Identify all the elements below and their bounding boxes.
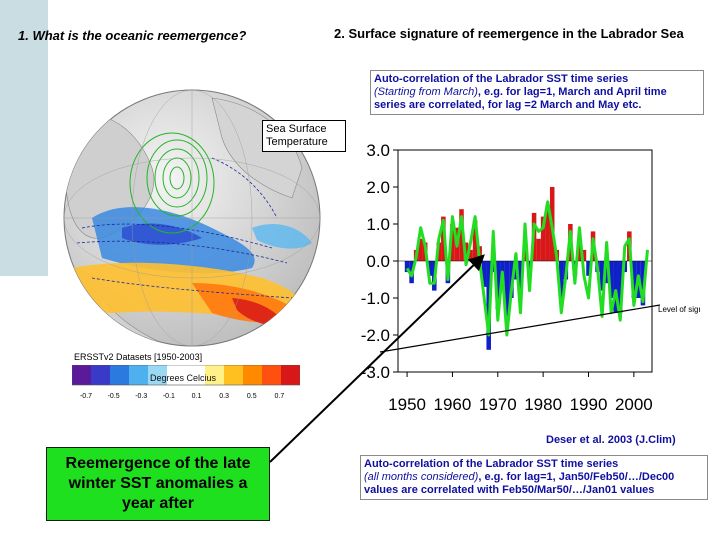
colorbar-legend: -0.7 -0.5 -0.3 -0.1 0.1 0.3 0.5 0.7 — [72, 365, 300, 400]
bottom-autocorrelation-caption: Auto-correlation of the Labrador SST tim… — [360, 455, 708, 500]
bar — [613, 261, 618, 313]
dataset-label: ERSSTv2 Datasets [1950-2003] — [74, 352, 203, 362]
colorbar-cells — [72, 365, 300, 385]
colorbar-tick-label: -0.1 — [163, 393, 175, 400]
bar — [518, 261, 523, 291]
bar — [577, 242, 582, 261]
colorbar-cell — [243, 365, 262, 385]
colorbar-tick-label: 0.7 — [275, 393, 285, 400]
y-tick-label: 3.0 — [366, 141, 390, 160]
bar — [459, 209, 464, 261]
bar — [586, 261, 591, 276]
colorbar-cell — [186, 365, 205, 385]
bar — [418, 238, 423, 261]
colorbar-cell — [110, 365, 129, 385]
significance-label: Level of significance — [658, 305, 700, 314]
colorbar-cell — [72, 365, 91, 385]
colorbar-unit-label: Degrees Celcius — [150, 373, 217, 383]
y-tick-label: 0.0 — [366, 252, 390, 271]
citation-label: Deser et al. 2003 (J.Clim) — [546, 434, 676, 446]
colorbar-cell — [129, 365, 148, 385]
colorbar-cell — [281, 365, 300, 385]
colorbar-tick-label: -0.5 — [108, 393, 120, 400]
bar — [640, 261, 646, 306]
colorbar-cell — [262, 365, 281, 385]
bottom-caption-line1: Auto-correlation of the Labrador SST tim… — [364, 458, 619, 470]
y-tick-label: -1.0 — [361, 289, 390, 308]
x-tick-label: 2000 — [615, 395, 653, 414]
top-caption-rest: , e.g. for lag=1, March and April time s… — [374, 86, 667, 111]
colorbar-tick-label: 0.3 — [219, 393, 229, 400]
reemergence-highlight-box: Reemergence of the late winter SST anoma… — [46, 447, 270, 521]
bar — [536, 238, 541, 261]
x-tick-label: 1980 — [524, 395, 562, 414]
bar — [527, 261, 532, 276]
bar — [581, 249, 587, 261]
bar — [481, 261, 487, 287]
sst-globe-map — [63, 89, 321, 347]
bar — [495, 261, 501, 310]
colorbar-tick-label: 0.1 — [192, 393, 202, 400]
top-caption-line1: Auto-correlation of the Labrador SST tim… — [374, 73, 629, 85]
y-tick-label: 1.0 — [366, 215, 390, 234]
y-tick-label: -2.0 — [361, 326, 390, 345]
bar — [540, 216, 546, 261]
bar — [631, 261, 637, 298]
y-tick-label: 2.0 — [366, 178, 390, 197]
labrador-sst-chart: 1950 1960 1970 1980 1990 2000 3.0 2.0 1.0 0.0 -1.… — [361, 141, 700, 414]
bar — [472, 220, 478, 261]
x-tick-label: 1950 — [388, 395, 426, 414]
bottom-caption-rest: , e.g. for lag=1, Jan50/Feb50/…/Dec00 va… — [364, 471, 675, 496]
colorbar-ticks: -0.7 -0.5 -0.3 -0.1 0.1 0.3 0.5 0.7 — [80, 393, 284, 400]
bar — [545, 205, 550, 261]
colorbar-cell — [224, 365, 243, 385]
x-tick-label: 1990 — [570, 395, 608, 414]
left-accent-strip — [0, 0, 48, 276]
colorbar-cell — [148, 365, 167, 385]
x-tick-label: 1960 — [434, 395, 472, 414]
right-section-title: 2. Surface signature of reemergence in t… — [334, 26, 684, 41]
bar — [504, 261, 510, 317]
bottom-caption-italic: (all months considered) — [364, 471, 479, 483]
bar — [608, 261, 614, 298]
y-tick-labels: 3.0 2.0 1.0 0.0 -1.0 -2.0 -3.0 — [361, 141, 398, 382]
reemergence-text: Reemergence of the late winter SST anoma… — [65, 455, 251, 512]
bar — [450, 224, 455, 261]
colorbar-tick-label: -0.3 — [135, 393, 147, 400]
colorbar-tick-label: -0.7 — [80, 393, 92, 400]
colorbar-cell — [167, 365, 186, 385]
colorbar-cell — [91, 365, 110, 385]
sst-label-box: Sea Surface Temperature — [262, 120, 346, 152]
top-autocorrelation-caption: Auto-correlation of the Labrador SST tim… — [370, 70, 704, 115]
bar — [559, 261, 564, 302]
colorbar-cell — [205, 365, 224, 385]
x-tick-label: 1970 — [479, 395, 517, 414]
x-tick-labels: 1950 1960 1970 1980 1990 2000 — [388, 372, 653, 414]
top-caption-italic: (Starting from March) — [374, 86, 478, 98]
bar — [617, 261, 623, 313]
left-section-title: 1. What is the oceanic reemergence? — [18, 28, 247, 43]
bar — [490, 261, 496, 273]
bar — [604, 261, 609, 284]
bar — [599, 261, 605, 291]
y-tick-label: -3.0 — [361, 363, 390, 382]
colorbar-tick-label: 0.5 — [247, 393, 257, 400]
